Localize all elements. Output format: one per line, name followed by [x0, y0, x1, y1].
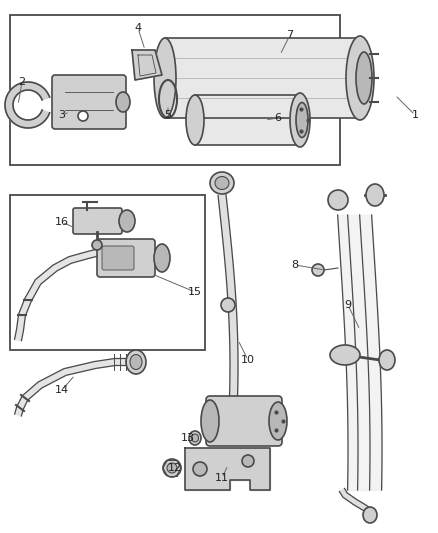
- Text: 14: 14: [55, 385, 69, 395]
- Polygon shape: [14, 359, 128, 416]
- Text: 3: 3: [59, 110, 66, 120]
- Ellipse shape: [221, 298, 235, 312]
- Text: 2: 2: [18, 77, 25, 87]
- Ellipse shape: [201, 400, 219, 442]
- Polygon shape: [14, 248, 101, 341]
- Circle shape: [78, 111, 88, 121]
- Text: 6: 6: [275, 113, 282, 123]
- Ellipse shape: [269, 402, 287, 440]
- Circle shape: [312, 264, 324, 276]
- Circle shape: [193, 462, 207, 476]
- Bar: [10, 195, 205, 350]
- Text: 7: 7: [286, 30, 293, 40]
- Text: 11: 11: [215, 473, 229, 483]
- Ellipse shape: [346, 36, 374, 120]
- Text: 1: 1: [411, 110, 418, 120]
- Ellipse shape: [366, 184, 384, 206]
- Circle shape: [92, 240, 102, 250]
- Circle shape: [163, 459, 181, 477]
- Ellipse shape: [328, 190, 348, 210]
- FancyBboxPatch shape: [73, 208, 122, 234]
- Polygon shape: [132, 50, 162, 80]
- Text: 5: 5: [165, 110, 172, 120]
- FancyBboxPatch shape: [52, 75, 126, 129]
- Text: 12: 12: [168, 463, 182, 473]
- Text: 9: 9: [344, 300, 352, 310]
- Ellipse shape: [363, 507, 377, 523]
- Text: 8: 8: [291, 260, 299, 270]
- Ellipse shape: [154, 244, 170, 272]
- Ellipse shape: [356, 52, 372, 104]
- Ellipse shape: [379, 350, 395, 370]
- Text: 10: 10: [241, 355, 255, 365]
- FancyBboxPatch shape: [206, 396, 282, 446]
- Polygon shape: [5, 82, 49, 128]
- Polygon shape: [339, 488, 372, 514]
- FancyBboxPatch shape: [102, 246, 134, 270]
- Bar: [195, 95, 300, 145]
- Ellipse shape: [330, 345, 360, 365]
- Ellipse shape: [296, 102, 308, 138]
- Ellipse shape: [189, 431, 201, 445]
- Circle shape: [242, 455, 254, 467]
- Bar: [10, 15, 340, 165]
- Ellipse shape: [116, 92, 130, 112]
- Ellipse shape: [154, 38, 176, 118]
- Text: 4: 4: [134, 23, 141, 33]
- Ellipse shape: [130, 354, 142, 369]
- Polygon shape: [185, 448, 270, 490]
- Ellipse shape: [215, 176, 229, 190]
- Ellipse shape: [210, 172, 234, 194]
- Ellipse shape: [290, 93, 310, 147]
- Ellipse shape: [186, 95, 204, 145]
- Ellipse shape: [191, 434, 198, 442]
- Text: 13: 13: [181, 433, 195, 443]
- Circle shape: [167, 463, 177, 473]
- Ellipse shape: [126, 350, 146, 374]
- FancyBboxPatch shape: [97, 239, 155, 277]
- Ellipse shape: [119, 210, 135, 232]
- Text: 16: 16: [55, 217, 69, 227]
- Bar: [165, 38, 360, 118]
- Text: 15: 15: [188, 287, 202, 297]
- Polygon shape: [218, 195, 238, 400]
